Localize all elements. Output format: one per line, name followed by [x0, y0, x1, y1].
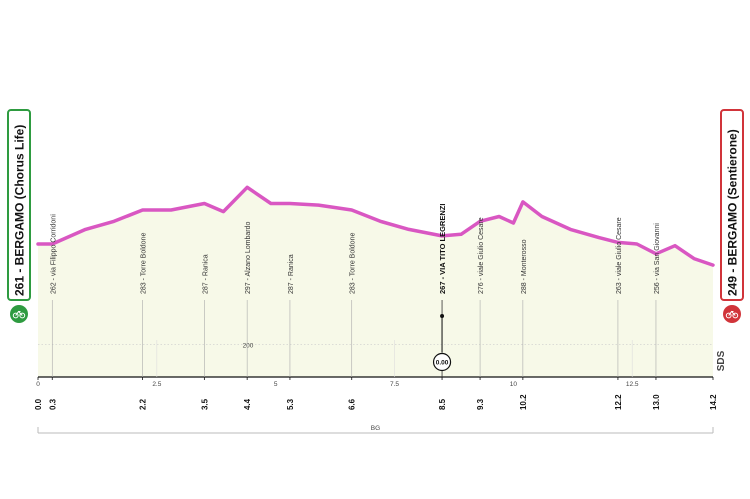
minor-tick-label: 2.5 — [152, 381, 161, 388]
waypoint-label: 287 - Ranica — [288, 254, 295, 294]
minor-tick-label: 12.5 — [626, 381, 639, 388]
major-tick-label: 13.0 — [652, 394, 661, 410]
major-tick-label: 2.2 — [139, 398, 148, 410]
waypoint-2: 287 - Ranica — [202, 254, 209, 377]
start-label-label: 261 - BERGAMO (Chorus Life) — [13, 125, 27, 296]
minor-tick-label: 7.5 — [390, 381, 399, 388]
sponsor-logo: SDS — [716, 350, 727, 371]
waypoint-10: 256 - via San Giovanni — [654, 223, 661, 377]
waypoint-1: 283 - Torre Boldone — [141, 233, 148, 377]
major-tick-label: 14.2 — [709, 394, 718, 410]
major-tick-label: 0.0 — [34, 398, 43, 410]
waypoint-0: 262 - via Filippo Corridoni — [50, 214, 57, 377]
y-grid-label: 200 — [243, 343, 254, 350]
waypoint-4: 287 - Ranica — [288, 254, 295, 377]
profile-line — [36, 185, 715, 267]
major-tick-label: 5.3 — [286, 398, 295, 410]
major-tick-label: 10.2 — [519, 394, 528, 410]
waypoint-9: 263 - viale Giulio Cesare — [616, 217, 623, 377]
minor-tick-label: 5 — [274, 381, 278, 388]
waypoint-5: 283 - Torre Boldone — [350, 233, 357, 377]
finish-label: 249 - BERGAMO (Sentierone) — [720, 109, 744, 323]
major-tick-label: 9.3 — [476, 398, 485, 410]
waypoint-label: 256 - via San Giovanni — [654, 223, 661, 294]
major-tick-label: 4.4 — [243, 398, 252, 410]
region-label: BG — [371, 425, 380, 432]
waypoint-label: 283 - Torre Boldone — [350, 233, 357, 294]
time-check-marker: 0.00 — [432, 314, 452, 372]
bicycle-icon — [12, 310, 26, 319]
major-tick-label: 8.5 — [438, 398, 447, 410]
waypoint-label: 267 - VIA TITO LEGRENZI — [438, 204, 447, 294]
waypoint-label: 283 - Torre Boldone — [141, 233, 148, 294]
minor-tick-label: 0 — [36, 381, 40, 388]
major-tick-label: 3.5 — [200, 398, 209, 410]
profile-area — [38, 187, 713, 377]
waypoint-3: 297 - Alzano Lombardo — [245, 222, 252, 377]
waypoint-8: 288 - Monterosso — [521, 239, 528, 377]
major-tick-label: 0.3 — [48, 398, 57, 410]
time-check-badge — [432, 352, 452, 372]
finish-label-label: 249 - BERGAMO (Sentierone) — [726, 129, 740, 296]
finish-label-frame — [720, 109, 744, 301]
waypoint-label: 276 - viale Giulio Cesare — [478, 217, 485, 294]
time-check-label: 0.00 — [436, 360, 449, 367]
waypoint-label: 263 - viale Giulio Cesare — [616, 217, 623, 294]
start-label-badge — [10, 305, 28, 323]
waypoint-7: 276 - viale Giulio Cesare — [478, 217, 485, 377]
major-tick-label: 12.2 — [614, 394, 623, 410]
waypoint-label: 297 - Alzano Lombardo — [245, 222, 252, 294]
waypoint-label: 288 - Monterosso — [521, 239, 528, 294]
waypoint-label: 262 - via Filippo Corridoni — [50, 214, 57, 294]
major-tick-label: 6.6 — [348, 398, 357, 410]
start-label: 261 - BERGAMO (Chorus Life) — [7, 109, 31, 323]
minor-tick-label: 10 — [510, 381, 518, 388]
finish-label-badge — [723, 305, 741, 323]
bicycle-icon — [725, 310, 739, 319]
waypoint-label: 287 - Ranica — [202, 254, 209, 294]
start-label-frame — [7, 109, 31, 301]
